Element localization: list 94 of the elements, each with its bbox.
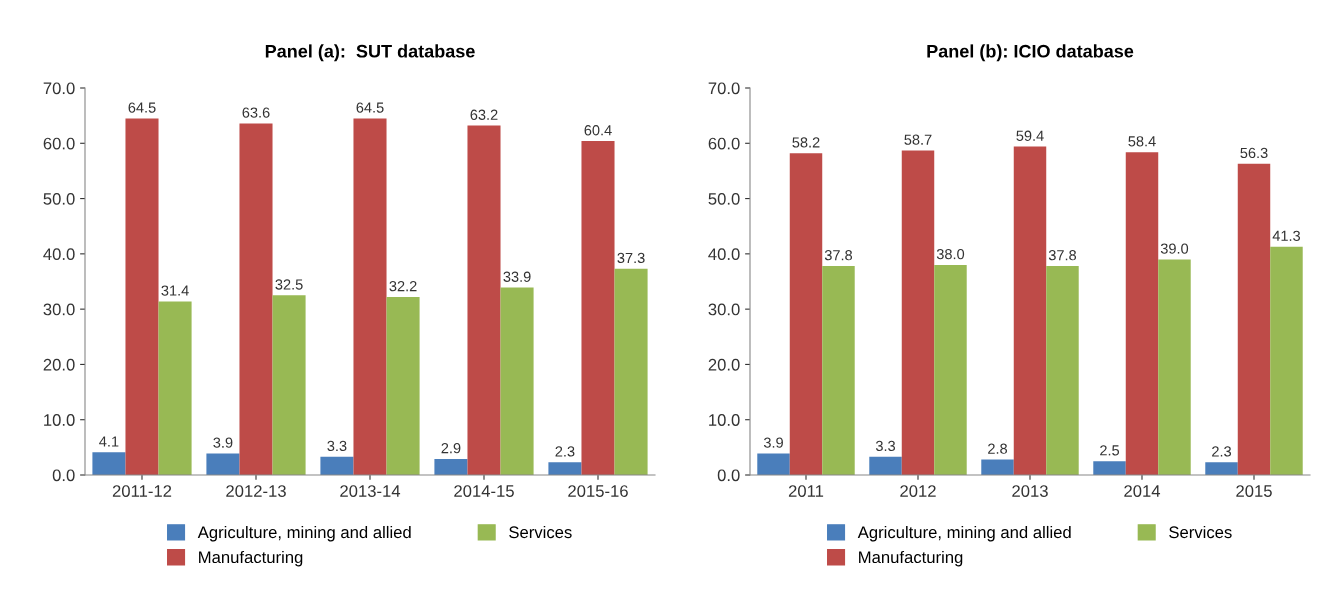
bar <box>1013 146 1047 475</box>
y-tick-label: 60.0 <box>43 137 75 150</box>
data-label: 56.3 <box>1240 147 1268 159</box>
data-label: 3.9 <box>763 437 783 448</box>
data-label: 3.3 <box>875 440 896 452</box>
x-tick-label: 2012-13 <box>226 485 286 497</box>
y-tick-label: 40.0 <box>43 248 75 261</box>
data-label: 38.0 <box>936 248 965 260</box>
data-label: 37.8 <box>824 250 853 261</box>
data-label: 60.4 <box>584 125 612 136</box>
bar <box>581 141 615 475</box>
data-label: 3.9 <box>213 437 233 448</box>
y-tick-label: 30.0 <box>43 303 75 316</box>
x-tick-label: 2015 <box>1236 485 1272 497</box>
data-label: 32.5 <box>275 279 303 290</box>
bar <box>869 456 902 475</box>
x-tick-label: 2012 <box>900 485 936 497</box>
bar <box>239 123 273 475</box>
bar <box>125 118 159 475</box>
bar <box>901 150 935 475</box>
x-tick-label: 2014 <box>1124 485 1161 497</box>
y-tick-label: 20.0 <box>43 358 75 371</box>
bar <box>548 462 582 475</box>
bar <box>1046 266 1079 475</box>
y-tick-label: 10.0 <box>44 414 75 426</box>
bar <box>1125 152 1159 475</box>
data-label: 2.5 <box>1100 445 1120 456</box>
data-label: 2.3 <box>1212 446 1232 457</box>
y-tick-label: 10.0 <box>709 414 740 426</box>
bar <box>1270 246 1303 475</box>
y-tick-label: 60.0 <box>708 137 740 150</box>
bar <box>789 153 823 475</box>
y-tick-label: 0.0 <box>52 469 75 482</box>
data-label: 33.9 <box>503 271 531 282</box>
x-tick-label: 2015-16 <box>568 485 628 497</box>
data-label: 58.4 <box>1128 136 1156 147</box>
y-tick-label: 40.0 <box>708 248 740 261</box>
bar <box>434 458 468 475</box>
legend-label: Agriculture, mining and allied <box>197 525 411 542</box>
data-label: 37.3 <box>617 252 645 264</box>
data-label: 2.3 <box>555 446 575 457</box>
legend-label: Services <box>1169 525 1232 539</box>
data-label: 63.2 <box>470 109 498 120</box>
y-tick-label: 0.0 <box>717 469 740 482</box>
bar <box>467 125 501 475</box>
bar <box>614 268 648 475</box>
y-tick-label: 70.0 <box>708 82 740 95</box>
legend-label: Services <box>509 525 572 539</box>
bar <box>92 452 126 475</box>
bar <box>757 453 790 475</box>
legend-label: Agriculture, mining and allied <box>857 525 1071 542</box>
y-tick-label: 20.0 <box>708 358 740 371</box>
bar <box>1158 259 1191 475</box>
bar <box>934 264 967 475</box>
bar <box>272 295 306 475</box>
y-tick-label: 50.0 <box>43 192 75 205</box>
data-label: 64.5 <box>356 102 384 113</box>
bar <box>320 456 354 475</box>
bar <box>158 301 192 475</box>
y-tick-label: 50.0 <box>708 192 740 205</box>
bar <box>822 266 855 475</box>
data-label: 64.5 <box>128 102 156 113</box>
data-label: 59.4 <box>1016 130 1044 141</box>
data-label: 37.8 <box>1048 250 1077 261</box>
data-label: 63.6 <box>242 107 270 118</box>
x-tick-label: 2013 <box>1012 485 1048 497</box>
x-tick-label: 2014-15 <box>454 485 514 497</box>
chart-title: Panel (b): ICIO database <box>927 44 1134 62</box>
bar <box>353 118 387 475</box>
data-label: 4.1 <box>99 436 119 447</box>
x-tick-label: 2011-12 <box>112 485 172 497</box>
x-tick-label: 2011 <box>788 485 824 497</box>
data-label: 31.4 <box>161 285 189 296</box>
bar <box>981 459 1014 475</box>
bar <box>386 296 420 475</box>
legend-label: Manufacturing <box>859 550 963 567</box>
y-tick-label: 30.0 <box>708 303 740 316</box>
y-tick-label: 70.0 <box>43 82 75 95</box>
data-label: 58.2 <box>792 137 820 148</box>
data-label: 3.3 <box>327 440 347 452</box>
data-label: 41.3 <box>1272 230 1301 242</box>
bar <box>206 453 240 475</box>
bar <box>1237 163 1271 475</box>
data-label: 2.8 <box>988 443 1008 454</box>
data-label: 2.9 <box>441 442 461 454</box>
x-tick-label: 2013-14 <box>340 485 401 497</box>
bar <box>1093 461 1126 475</box>
bar <box>1205 462 1238 475</box>
bar <box>500 287 534 475</box>
legend-label: Manufacturing <box>199 550 303 567</box>
chart-title: Panel (a): SUT database <box>265 44 475 62</box>
data-label: 58.7 <box>904 134 932 145</box>
data-label: 32.2 <box>389 280 417 292</box>
data-label: 39.0 <box>1160 243 1189 254</box>
